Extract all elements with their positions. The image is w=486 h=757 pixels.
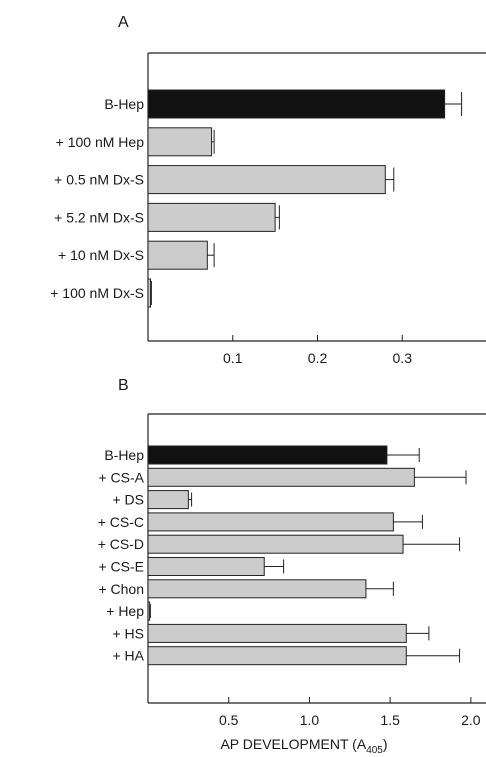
x-axis-title-main: AP DEVELOPMENT (A xyxy=(220,736,366,752)
x-axis-title: AP DEVELOPMENT (A405) xyxy=(220,736,387,756)
x-tick-label: 2.0 xyxy=(461,712,481,728)
x-tick-label: 0.1 xyxy=(223,350,243,366)
panel-b-label: B xyxy=(118,377,129,394)
bar xyxy=(147,601,151,621)
panel-a-label: A xyxy=(118,14,129,31)
bar xyxy=(147,467,415,487)
category-label: + 100 nM Dx-S xyxy=(50,285,144,301)
bar xyxy=(147,127,213,157)
category-label: + HA xyxy=(112,648,144,664)
panel-a: A 0.1 0.2 0.3 B-Hep + 100 nM Hep + 0.5 nM Dx-… xyxy=(50,14,486,366)
bar xyxy=(147,89,446,119)
category-label: + 0.5 nM Dx-S xyxy=(54,172,144,188)
bar xyxy=(147,490,189,510)
category-label: + 5.2 nM Dx-S xyxy=(54,209,144,225)
category-label: + CS-C xyxy=(98,514,144,530)
panel-b-plot-area: 0.5 1.0 1.5 2.0 B-Hep + CS-A + DS + CS-C + CS-D +… xyxy=(98,413,486,728)
category-label: + 100 nM Hep xyxy=(56,134,145,150)
category-label: + Hep xyxy=(106,603,144,619)
x-tick-label: 0.5 xyxy=(219,712,239,728)
x-tick-label: 0.2 xyxy=(308,350,328,366)
bar xyxy=(147,240,208,270)
category-label: B-Hep xyxy=(104,447,144,463)
bar xyxy=(147,278,152,308)
bar xyxy=(147,557,265,576)
bar xyxy=(147,646,407,666)
category-label: B-Hep xyxy=(104,96,144,112)
x-tick-label: 1.5 xyxy=(380,712,400,728)
category-label: + 10 nM Dx-S xyxy=(58,247,144,263)
x-axis-title-subscript: 405 xyxy=(366,745,383,756)
category-label: + CS-A xyxy=(98,469,144,485)
category-label: + DS xyxy=(112,492,144,508)
bar xyxy=(147,579,367,599)
x-tick-label: 0.3 xyxy=(393,350,413,366)
bar xyxy=(147,623,407,643)
x-axis-title-end: ) xyxy=(383,736,388,752)
bar xyxy=(147,512,394,532)
x-tick-label: 1.0 xyxy=(300,712,320,728)
panel-b: B 0.5 1.0 1.5 2.0 B-Hep + CS-A + DS + CS-C + CS-… xyxy=(98,377,486,756)
category-label: + CS-D xyxy=(98,536,144,552)
bar xyxy=(147,165,386,195)
bar xyxy=(147,534,404,554)
bar xyxy=(147,445,388,465)
category-label: + Chon xyxy=(98,581,144,597)
category-label: + CS-E xyxy=(98,559,144,575)
category-label: + HS xyxy=(112,625,144,641)
panel-a-plot-area: 0.1 0.2 0.3 B-Hep + 100 nM Hep + 0.5 nM Dx-S +… xyxy=(50,52,486,366)
bar xyxy=(147,202,276,232)
